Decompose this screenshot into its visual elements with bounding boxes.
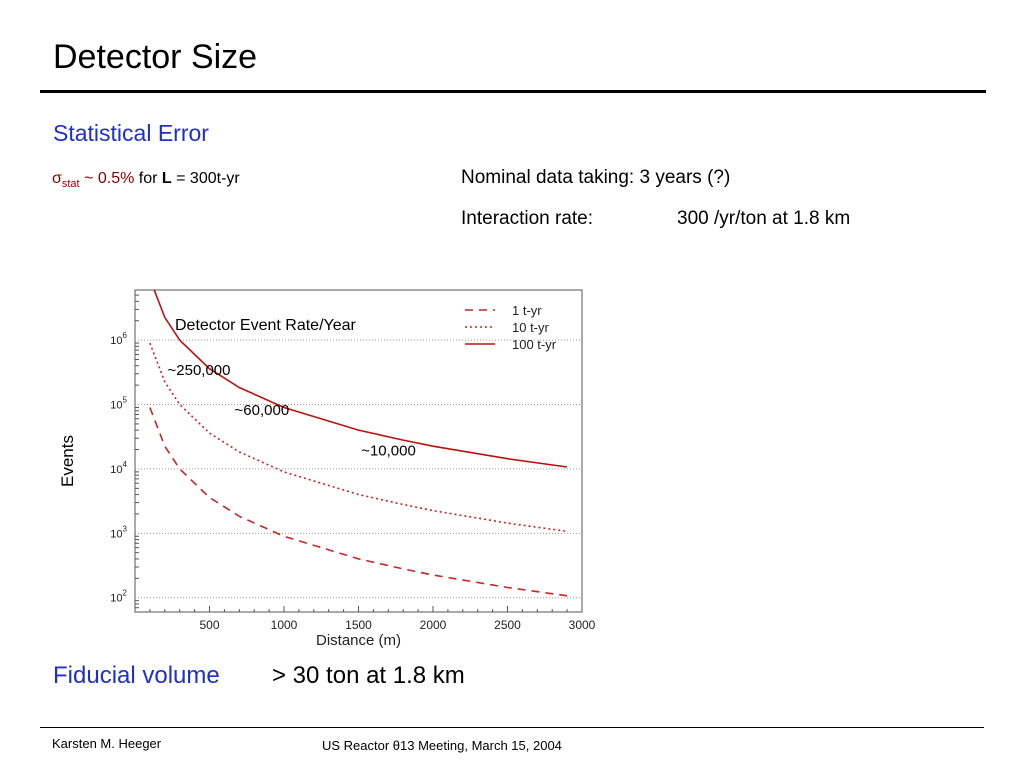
- sigma-approx-value: ~ 0.5%: [84, 170, 135, 187]
- legend-label: 1 t-yr: [512, 303, 542, 318]
- x-axis-label: Distance (m): [316, 632, 401, 649]
- x-tick-label: 1500: [345, 618, 372, 632]
- x-tick-label: 2500: [494, 618, 521, 632]
- x-tick-label: 1000: [271, 618, 298, 632]
- legend-label: 10 t-yr: [512, 320, 550, 335]
- y-tick-label: 102: [110, 589, 127, 605]
- x-tick-label: 500: [199, 618, 219, 632]
- x-tick-label: 2000: [420, 618, 447, 632]
- sigma-stat-line: σstat ~ 0.5% for L = 300t-yr: [52, 170, 240, 190]
- data-annotation: ~60,000: [235, 402, 290, 419]
- section-heading: Statistical Error: [53, 120, 209, 146]
- interaction-rate-value: 300 /yr/ton at 1.8 km: [677, 208, 851, 229]
- y-tick-label: 106: [110, 331, 127, 347]
- page-title: Detector Size: [53, 38, 258, 76]
- nominal-data-taking: Nominal data taking: 3 years (?): [461, 167, 731, 188]
- series-line-100-t-yr: [153, 290, 568, 468]
- event-rate-chart: 102 103 104 105 106 500 1000 1500 2000 2500 3000 Di…: [58, 289, 596, 649]
- title-divider: [40, 90, 986, 93]
- fiducial-volume-value: > 30 ton at 1.8 km: [272, 662, 465, 689]
- series-line-1-t-yr: [149, 407, 568, 597]
- y-axis-label: Events: [58, 435, 77, 487]
- footer-divider: [40, 727, 984, 728]
- y-tick-label: 105: [110, 396, 127, 412]
- interaction-rate-label: Interaction rate:: [461, 208, 594, 229]
- data-annotation: ~10,000: [361, 443, 416, 460]
- y-tick-label: 103: [110, 524, 127, 540]
- x-tick-label: 3000: [569, 618, 596, 632]
- footer-author: Karsten M. Heeger: [52, 736, 162, 751]
- data-annotation: ~250,000: [168, 362, 231, 379]
- sigma-L-symbol: L: [161, 170, 172, 187]
- sigma-symbol: σ: [52, 170, 62, 187]
- chart-title: Detector Event Rate/Year: [175, 317, 357, 334]
- sigma-subscript: stat: [61, 178, 80, 191]
- sigma-exposure: = 300t-yr: [176, 170, 240, 187]
- legend-label: 100 t-yr: [512, 337, 557, 352]
- fiducial-volume-label: Fiducial volume: [53, 662, 220, 689]
- y-tick-label: 104: [110, 460, 127, 476]
- sigma-for-text: for: [138, 170, 158, 187]
- footer-meeting: US Reactor θ13 Meeting, March 15, 2004: [322, 738, 562, 753]
